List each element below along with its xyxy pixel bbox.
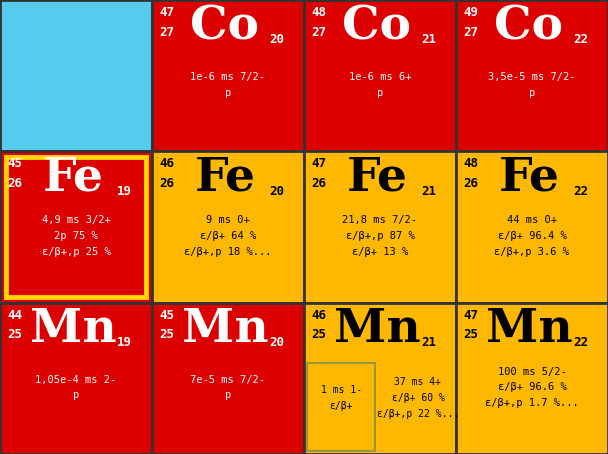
Bar (0, 151, 152, 303)
Text: Mn: Mn (30, 306, 116, 352)
Text: 20: 20 (269, 185, 284, 197)
Text: Fe: Fe (499, 154, 559, 200)
Text: 26: 26 (8, 177, 22, 190)
Bar (304, 151, 456, 303)
Text: 1e-6 ms 6+
p: 1e-6 ms 6+ p (349, 72, 411, 98)
Text: 37 ms 4+
ε/β+ 60 %
ε/β+,p 22 %...: 37 ms 4+ ε/β+ 60 % ε/β+,p 22 %... (377, 377, 459, 419)
Bar (152, 151, 304, 303)
Text: 19: 19 (117, 336, 132, 349)
Text: 48: 48 (312, 6, 326, 19)
Text: 49: 49 (464, 6, 478, 19)
Text: 25: 25 (8, 328, 22, 341)
Bar (456, 0, 608, 151)
Text: 19: 19 (117, 185, 132, 197)
Text: 100 ms 5/2-
ε/β+ 96.6 %
ε/β+,p 1.7 %...: 100 ms 5/2- ε/β+ 96.6 % ε/β+,p 1.7 %... (485, 367, 579, 408)
Text: 45: 45 (8, 158, 22, 170)
Text: 47: 47 (160, 6, 174, 19)
Text: 48: 48 (464, 158, 478, 170)
Bar (456, 303, 608, 454)
Text: 46: 46 (160, 158, 174, 170)
Text: 22: 22 (573, 185, 588, 197)
Text: 22: 22 (573, 33, 588, 46)
Text: Fe: Fe (43, 154, 103, 200)
Text: Fe: Fe (347, 154, 407, 200)
Text: Mn: Mn (182, 306, 268, 352)
Text: 1e-6 ms 7/2-
p: 1e-6 ms 7/2- p (190, 72, 266, 98)
Bar (0, 303, 152, 454)
Text: 25: 25 (464, 328, 478, 341)
Text: 4,9 ms 3/2+
2p 75 %
ε/β+,p 25 %: 4,9 ms 3/2+ 2p 75 % ε/β+,p 25 % (41, 216, 111, 257)
Text: 27: 27 (312, 26, 326, 39)
Text: 21: 21 (421, 185, 436, 197)
Text: Fe: Fe (195, 154, 255, 200)
Text: 46: 46 (312, 309, 326, 322)
Bar (6, 158, 146, 296)
Text: 47: 47 (312, 158, 326, 170)
Text: 44: 44 (8, 309, 22, 322)
Text: 1 ms 1-
ε/β+: 1 ms 1- ε/β+ (320, 385, 362, 411)
Text: 21: 21 (421, 33, 436, 46)
Text: 27: 27 (464, 26, 478, 39)
Text: Co: Co (190, 3, 260, 49)
Text: Co: Co (494, 3, 564, 49)
Text: 44 ms 0+
ε/β+ 96.4 %
ε/β+,p 3.6 %: 44 ms 0+ ε/β+ 96.4 % ε/β+,p 3.6 % (494, 216, 570, 257)
Bar (152, 0, 304, 151)
Text: 7e-5 ms 7/2-
p: 7e-5 ms 7/2- p (190, 375, 266, 400)
Text: 3,5e-5 ms 7/2-
p: 3,5e-5 ms 7/2- p (488, 72, 576, 98)
Text: 1,05e-4 ms 2-
p: 1,05e-4 ms 2- p (35, 375, 117, 400)
Bar (0, 0, 152, 151)
Bar (304, 0, 456, 151)
Text: 45: 45 (160, 309, 174, 322)
Bar (152, 303, 304, 454)
Bar (304, 303, 456, 454)
Text: Co: Co (342, 3, 412, 49)
Text: 21: 21 (421, 336, 436, 349)
Text: Mn: Mn (334, 306, 420, 352)
Text: 47: 47 (464, 309, 478, 322)
Text: 20: 20 (269, 33, 284, 46)
Text: 26: 26 (464, 177, 478, 190)
Text: 26: 26 (160, 177, 174, 190)
Text: 25: 25 (312, 328, 326, 341)
Bar (307, 363, 376, 451)
Text: 20: 20 (269, 336, 284, 349)
Text: 9 ms 0+
ε/β+ 64 %
ε/β+,p 18 %...: 9 ms 0+ ε/β+ 64 % ε/β+,p 18 %... (184, 216, 272, 257)
Text: 21,8 ms 7/2-
ε/β+,p 87 %
ε/β+ 13 %: 21,8 ms 7/2- ε/β+,p 87 % ε/β+ 13 % (342, 216, 418, 257)
Text: 27: 27 (160, 26, 174, 39)
Bar (456, 151, 608, 303)
Text: 22: 22 (573, 336, 588, 349)
Text: 26: 26 (312, 177, 326, 190)
Text: Mn: Mn (486, 306, 572, 352)
Text: 25: 25 (160, 328, 174, 341)
